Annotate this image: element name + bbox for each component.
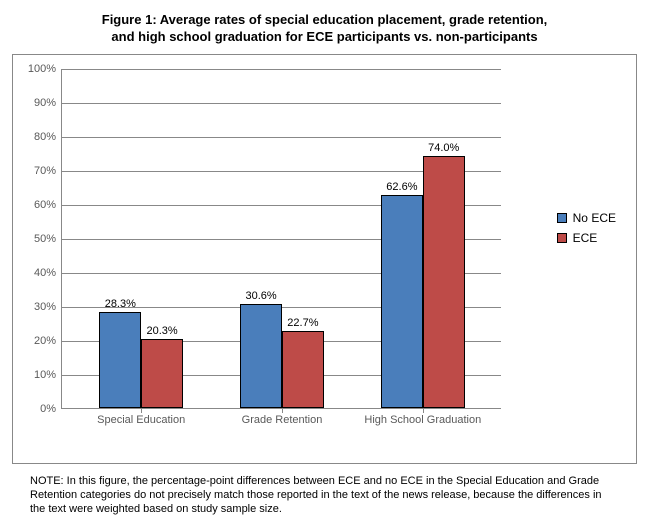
y-tick-label: 80% bbox=[34, 131, 62, 143]
y-tick-label: 0% bbox=[40, 403, 62, 415]
chart-title-line1: Figure 1: Average rates of special educa… bbox=[102, 12, 548, 27]
legend-swatch bbox=[557, 213, 567, 223]
bar bbox=[381, 195, 423, 408]
chart-note: NOTE: In this figure, the percentage-poi… bbox=[12, 474, 637, 517]
bar-value-label: 28.3% bbox=[105, 298, 136, 313]
legend-item: ECE bbox=[557, 231, 616, 245]
y-tick-label: 50% bbox=[34, 233, 62, 245]
y-tick-label: 40% bbox=[34, 267, 62, 279]
y-tick-label: 20% bbox=[34, 335, 62, 347]
bar bbox=[240, 304, 282, 408]
legend-label: ECE bbox=[573, 231, 598, 245]
legend-item: No ECE bbox=[557, 211, 616, 225]
gridline bbox=[62, 103, 501, 104]
bar-value-label: 30.6% bbox=[245, 290, 276, 305]
legend-swatch bbox=[557, 233, 567, 243]
plot-area: 0%10%20%30%40%50%60%70%80%90%100%Special… bbox=[61, 69, 501, 409]
y-tick-label: 10% bbox=[34, 369, 62, 381]
chart-container: 0% 10% 20% 30% 40% 50% 60% 70% 80% 90% 100% Special… bbox=[12, 54, 637, 464]
bar bbox=[423, 156, 465, 408]
gridline bbox=[62, 69, 501, 70]
y-tick-label: 30% bbox=[34, 301, 62, 313]
bar bbox=[282, 331, 324, 408]
y-tick-label: 60% bbox=[34, 199, 62, 211]
x-tick-label: Special Education bbox=[97, 408, 185, 426]
chart-title: Figure 1: Average rates of special educa… bbox=[12, 12, 637, 46]
x-tick-label: High School Graduation bbox=[364, 408, 481, 426]
legend-label: No ECE bbox=[573, 211, 616, 225]
bar bbox=[141, 339, 183, 408]
x-tick-label: Grade Retention bbox=[242, 408, 323, 426]
bar bbox=[99, 312, 141, 408]
legend: No ECE ECE bbox=[557, 205, 616, 251]
y-tick-label: 70% bbox=[34, 165, 62, 177]
y-tick-label: 100% bbox=[28, 63, 62, 75]
bar-value-label: 20.3% bbox=[146, 325, 177, 340]
bar-value-label: 74.0% bbox=[428, 142, 459, 157]
bar-value-label: 22.7% bbox=[287, 317, 318, 332]
gridline bbox=[62, 137, 501, 138]
chart-title-line2: and high school graduation for ECE parti… bbox=[111, 29, 537, 44]
figure: Figure 1: Average rates of special educa… bbox=[12, 12, 637, 517]
y-tick-label: 90% bbox=[34, 97, 62, 109]
bar-value-label: 62.6% bbox=[386, 181, 417, 196]
